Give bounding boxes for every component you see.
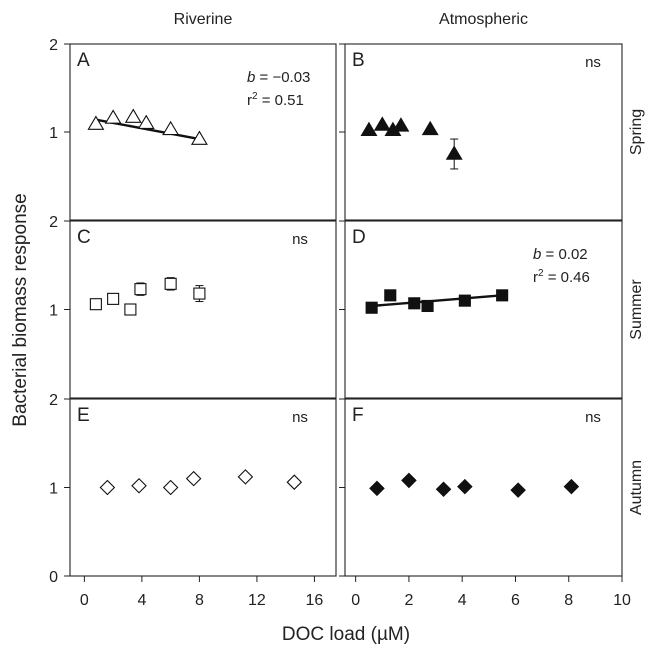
y-tick-label: 1 bbox=[49, 125, 58, 142]
season-label-summer: Summer bbox=[628, 279, 645, 340]
x-tick-label: 2 bbox=[404, 592, 413, 609]
data-point bbox=[384, 289, 397, 302]
season-label-autumn: Autumn bbox=[628, 460, 645, 515]
data-point bbox=[162, 479, 179, 496]
data-point bbox=[510, 482, 526, 498]
data-point bbox=[87, 115, 105, 130]
data-point bbox=[373, 116, 391, 131]
x-tick-label: 10 bbox=[613, 592, 631, 609]
stat-slope-d: b = 0.02 bbox=[533, 246, 588, 263]
x-tick-label: 16 bbox=[306, 592, 324, 609]
column-title-atmospheric: Atmospheric bbox=[439, 11, 528, 28]
y-tick-label: 1 bbox=[49, 481, 58, 498]
regression-line-d bbox=[371, 294, 503, 308]
x-tick-label: 6 bbox=[511, 592, 520, 609]
data-point bbox=[563, 478, 580, 495]
x-axis-title: DOC load (µM) bbox=[282, 624, 410, 645]
data-point bbox=[185, 470, 202, 487]
data-point bbox=[164, 277, 177, 290]
stat-ns-e: ns bbox=[292, 409, 308, 426]
data-point bbox=[392, 117, 410, 132]
panel-frame-atmospheric-autumn bbox=[344, 398, 623, 577]
data-point bbox=[458, 294, 471, 307]
data-point bbox=[421, 120, 439, 136]
data-point bbox=[89, 298, 102, 311]
stat-r2-d: r2 = 0.46 bbox=[533, 268, 590, 286]
panel-frame-atmospheric-spring bbox=[344, 43, 623, 221]
stat-r2-a: r2 = 0.51 bbox=[247, 91, 304, 109]
y-tick-label: 1 bbox=[49, 303, 58, 320]
x-tick-label: 0 bbox=[80, 592, 89, 609]
y-axis-title: Bacterial biomass response bbox=[10, 193, 31, 426]
data-point bbox=[496, 289, 509, 302]
stat-slope-a: b = −0.03 bbox=[247, 69, 310, 86]
y-tick-label: 2 bbox=[49, 392, 58, 409]
data-point bbox=[190, 130, 208, 145]
data-point bbox=[137, 114, 155, 129]
data-point bbox=[369, 480, 385, 497]
x-tick-label: 8 bbox=[195, 592, 204, 609]
data-point bbox=[99, 479, 116, 496]
y-tick-label: 2 bbox=[49, 214, 58, 231]
data-point bbox=[365, 301, 378, 314]
x-tick-label: 8 bbox=[564, 592, 573, 609]
data-point bbox=[286, 474, 303, 490]
x-tick-label: 4 bbox=[458, 592, 467, 609]
data-point bbox=[408, 297, 421, 310]
panel-label-c: C bbox=[77, 227, 91, 248]
data-point bbox=[237, 469, 254, 485]
data-point bbox=[131, 477, 147, 494]
data-point bbox=[104, 109, 122, 124]
data-point bbox=[124, 303, 137, 316]
data-point bbox=[134, 283, 147, 296]
data-point bbox=[107, 292, 120, 305]
data-point bbox=[421, 299, 434, 313]
data-point bbox=[360, 121, 378, 137]
data-point bbox=[124, 108, 142, 123]
data-point bbox=[193, 287, 206, 300]
x-tick-label: 4 bbox=[137, 592, 146, 609]
panel-label-f: F bbox=[352, 405, 364, 426]
x-tick-label: 12 bbox=[248, 592, 266, 609]
stat-ns-c: ns bbox=[292, 231, 308, 248]
stat-ns-f: ns bbox=[585, 409, 601, 426]
panel-label-e: E bbox=[77, 405, 90, 426]
data-point bbox=[445, 145, 463, 160]
panel-label-d: D bbox=[352, 227, 366, 248]
data-point bbox=[162, 120, 180, 136]
data-point bbox=[435, 481, 452, 498]
y-tick-label: 0 bbox=[49, 569, 58, 586]
data-point bbox=[401, 472, 417, 489]
data-point bbox=[457, 478, 473, 495]
column-title-riverine: Riverine bbox=[174, 11, 233, 28]
panel-label-a: A bbox=[77, 50, 90, 71]
y-tick-label: 2 bbox=[49, 37, 58, 54]
stat-ns-b: ns bbox=[585, 54, 601, 71]
panel-label-b: B bbox=[352, 50, 365, 71]
x-tick-label: 0 bbox=[351, 592, 360, 609]
season-label-spring: Spring bbox=[628, 109, 645, 155]
